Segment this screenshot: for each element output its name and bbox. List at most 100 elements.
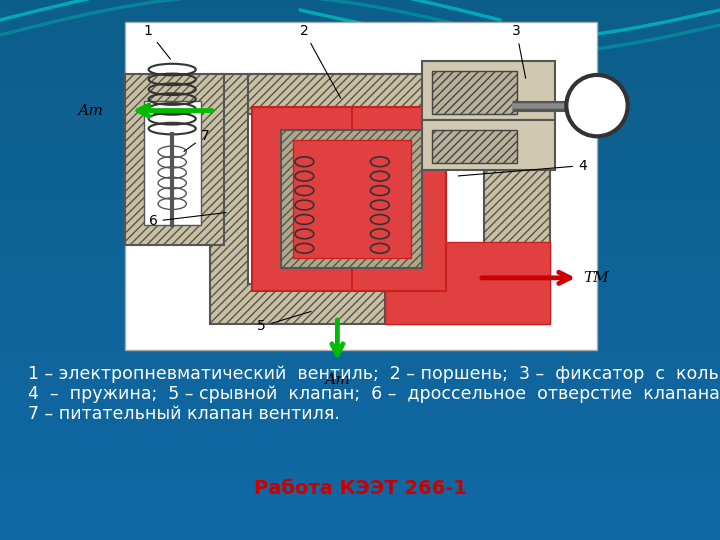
Bar xyxy=(0,313,720,315)
Bar xyxy=(0,455,720,457)
Text: 6: 6 xyxy=(148,213,226,228)
Bar xyxy=(0,491,720,493)
Bar xyxy=(0,466,720,468)
Bar xyxy=(0,369,720,371)
Bar xyxy=(0,414,720,416)
Bar xyxy=(0,209,720,211)
Bar xyxy=(0,378,720,380)
Bar xyxy=(0,515,720,517)
Bar xyxy=(0,355,720,356)
Bar xyxy=(0,525,720,528)
Bar xyxy=(0,398,720,400)
Bar xyxy=(0,158,720,160)
Bar xyxy=(0,447,720,448)
Bar xyxy=(0,417,720,420)
Bar xyxy=(0,7,720,9)
Bar xyxy=(0,349,720,351)
Bar xyxy=(0,452,720,454)
Bar xyxy=(0,49,720,50)
Bar xyxy=(0,130,720,131)
Bar xyxy=(0,137,720,139)
Bar xyxy=(0,517,720,518)
Bar xyxy=(0,227,720,228)
Bar xyxy=(0,239,720,241)
Bar xyxy=(0,140,720,142)
Bar xyxy=(0,265,720,266)
Bar xyxy=(0,42,720,43)
Bar xyxy=(0,282,720,285)
Bar xyxy=(0,119,720,120)
Bar xyxy=(0,147,720,150)
Bar xyxy=(0,536,720,538)
Bar xyxy=(0,0,720,2)
Bar xyxy=(0,344,720,346)
Bar xyxy=(0,432,720,434)
Text: 1: 1 xyxy=(144,24,171,59)
Bar xyxy=(0,93,720,96)
Bar xyxy=(0,263,720,265)
Bar xyxy=(0,248,720,250)
Bar xyxy=(0,200,720,201)
Bar xyxy=(0,463,720,464)
Bar xyxy=(0,139,720,140)
Bar xyxy=(0,254,720,255)
Bar xyxy=(0,185,720,187)
Bar xyxy=(0,76,720,77)
Bar xyxy=(0,66,720,69)
Bar xyxy=(0,383,720,385)
Bar xyxy=(0,387,720,389)
Bar xyxy=(0,509,720,511)
Bar xyxy=(0,405,720,407)
Bar xyxy=(0,216,720,218)
Bar xyxy=(0,371,720,373)
Bar xyxy=(0,385,720,387)
Bar xyxy=(0,436,720,437)
Bar xyxy=(0,279,720,281)
Bar xyxy=(0,144,720,146)
Bar xyxy=(0,529,720,531)
Text: Работа КЭЭТ 266-1: Работа КЭЭТ 266-1 xyxy=(253,478,467,497)
Bar xyxy=(0,106,720,108)
Bar xyxy=(0,85,720,86)
Bar xyxy=(0,412,720,414)
Bar xyxy=(0,394,720,396)
Bar xyxy=(0,437,720,439)
Bar xyxy=(0,196,720,198)
Bar xyxy=(0,531,720,533)
Bar xyxy=(0,401,720,403)
Bar xyxy=(0,70,720,72)
Bar xyxy=(0,32,720,34)
Bar xyxy=(0,182,720,184)
Bar xyxy=(0,481,720,482)
Bar xyxy=(0,153,720,155)
Bar xyxy=(0,373,720,374)
Bar xyxy=(0,247,720,248)
Bar xyxy=(0,22,720,23)
Bar xyxy=(0,123,720,124)
Bar xyxy=(0,434,720,436)
Bar xyxy=(0,131,720,133)
Bar xyxy=(0,459,720,461)
Bar xyxy=(0,353,720,355)
Bar xyxy=(0,471,720,474)
Bar xyxy=(0,150,720,151)
Bar xyxy=(0,322,720,324)
Bar xyxy=(0,212,720,214)
Text: 1 – электропневматический  вентиль;  2 – поршень;  3 –  фиксатор  с  кольцом;: 1 – электропневматический вентиль; 2 – п… xyxy=(28,365,720,383)
Bar xyxy=(0,29,720,31)
Bar xyxy=(0,5,720,7)
Bar xyxy=(0,430,720,432)
Text: ТМ: ТМ xyxy=(582,271,608,285)
Bar xyxy=(0,236,720,238)
Bar xyxy=(0,416,720,417)
Bar xyxy=(0,9,720,11)
Bar xyxy=(0,306,720,308)
Bar xyxy=(248,87,484,285)
Bar xyxy=(0,423,720,425)
Bar xyxy=(0,475,720,477)
Bar xyxy=(0,20,720,22)
Bar xyxy=(0,333,720,335)
Bar xyxy=(0,126,720,128)
Bar xyxy=(0,302,720,304)
Bar xyxy=(0,340,720,342)
